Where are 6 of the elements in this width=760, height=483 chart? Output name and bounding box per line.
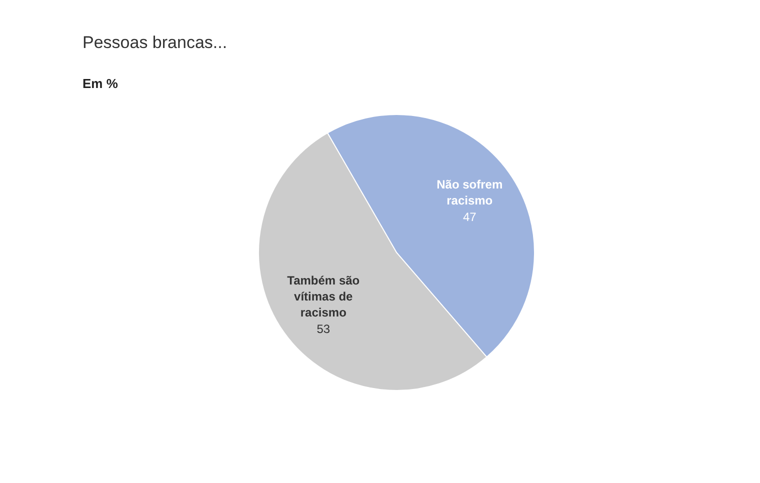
text: Em %	[82, 76, 118, 91]
data-label: 53	[316, 322, 330, 336]
data-label: 47	[462, 210, 477, 224]
slice-label: Também são vítimas de racismo	[287, 273, 360, 320]
chart-title: Pessoas brancas...	[82, 33, 228, 52]
slice-label: Não sofrem racismo	[436, 178, 503, 208]
